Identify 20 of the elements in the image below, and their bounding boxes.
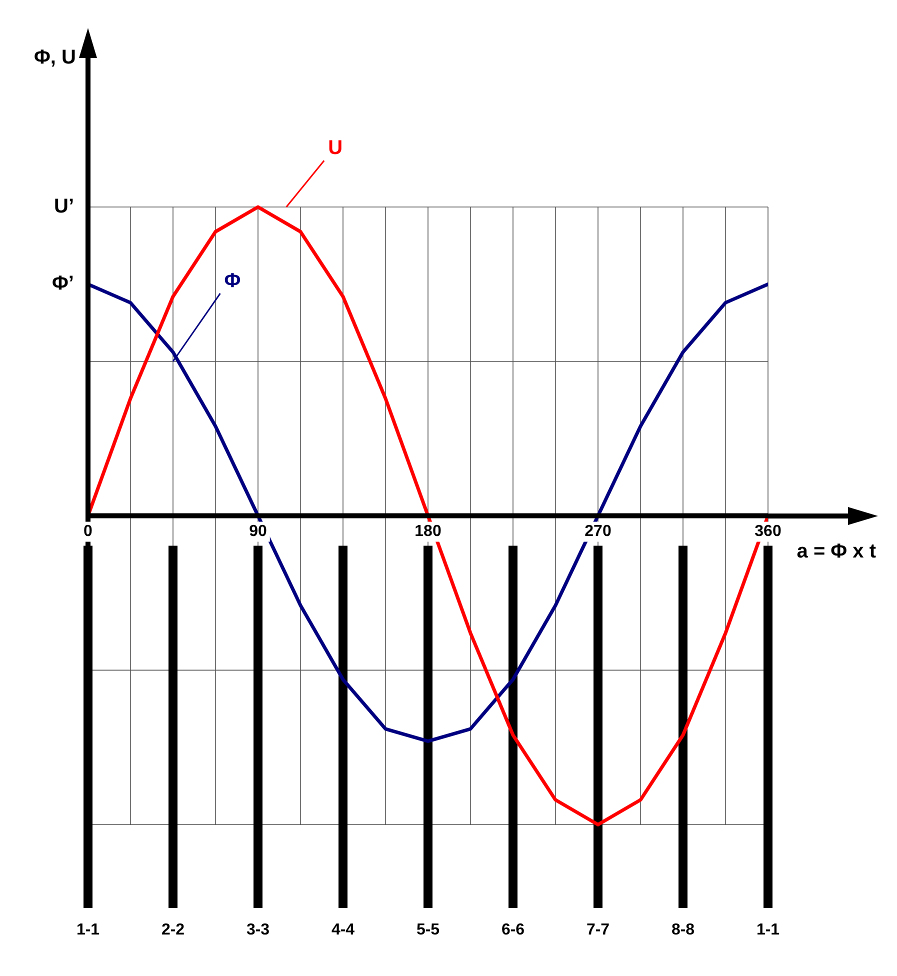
text: 3-3 bbox=[246, 921, 270, 938]
text: Φ’ bbox=[52, 272, 74, 295]
text: U’ bbox=[54, 195, 74, 218]
x-tick-label: 90 bbox=[249, 523, 267, 540]
text: U bbox=[328, 137, 343, 160]
text: 7-7 bbox=[586, 921, 610, 938]
text: 2-2 bbox=[161, 921, 185, 938]
text: 6-6 bbox=[501, 921, 525, 938]
text: 5-5 bbox=[416, 921, 440, 938]
x-axis-title: a = Φ x t bbox=[796, 540, 876, 562]
text: 1-1 bbox=[76, 921, 100, 938]
x-tick-label: 360 bbox=[754, 523, 782, 540]
text: Φ bbox=[224, 270, 241, 292]
x-tick-label: 0 bbox=[84, 523, 93, 540]
text: Φ, U bbox=[34, 46, 76, 69]
x-tick-label: 180 bbox=[414, 523, 442, 540]
text: 8-8 bbox=[671, 921, 695, 938]
text: 1-1 bbox=[756, 921, 780, 938]
text: 4-4 bbox=[331, 921, 355, 938]
x-tick-label: 270 bbox=[584, 523, 612, 540]
